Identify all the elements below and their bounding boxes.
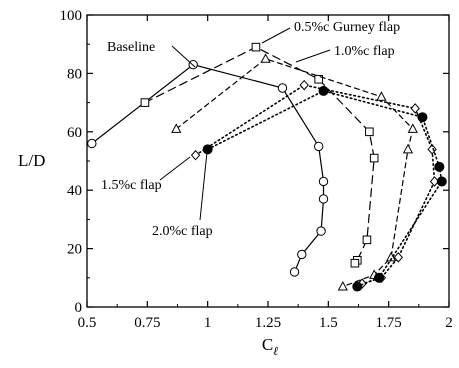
data-point <box>297 249 307 260</box>
data-point <box>313 141 324 152</box>
data-point <box>299 79 309 91</box>
y-tick-label: 0 <box>75 300 83 316</box>
annotation-label: 0.5%c Gurney flap <box>294 20 400 35</box>
data-point <box>289 267 300 277</box>
data-point <box>407 123 418 133</box>
data-point <box>316 226 326 236</box>
annotation-leader <box>159 156 191 181</box>
data-point <box>277 83 288 93</box>
annotation-label: 1.5%c flap <box>101 178 162 193</box>
annotation-label: 2.0%c flap <box>152 224 213 239</box>
data-point <box>260 53 271 63</box>
annotation-label: Baseline <box>107 40 155 55</box>
x-axis-title-main: C <box>262 335 273 354</box>
data-point <box>436 176 447 187</box>
data-point <box>362 235 372 245</box>
x-tick-label: 2 <box>445 315 453 331</box>
annotation-label: 1.0%c flap <box>334 44 395 59</box>
annotation-leader <box>261 27 291 44</box>
series-line <box>91 63 325 273</box>
series-3 <box>190 79 440 289</box>
annotation-leader <box>199 151 208 221</box>
data-point <box>350 258 360 268</box>
x-tick-label: 1.75 <box>376 315 402 331</box>
series-line <box>175 58 414 288</box>
data-point <box>140 98 150 107</box>
data-point <box>337 281 348 291</box>
data-point <box>365 127 374 137</box>
data-point <box>393 252 403 263</box>
data-point <box>352 281 363 292</box>
y-tick-label: 40 <box>67 183 82 199</box>
data-point <box>369 153 379 163</box>
x-tick-label: 0.5 <box>78 315 97 331</box>
data-point <box>188 59 198 70</box>
x-tick-label: 1.5 <box>319 315 338 331</box>
y-tick-label: 60 <box>67 125 82 141</box>
y-axis-title: L/D <box>18 151 45 170</box>
x-axis-title: Cℓ <box>262 335 278 358</box>
data-point <box>318 85 329 96</box>
data-point <box>434 161 445 172</box>
series-line <box>206 90 443 288</box>
data-point <box>318 194 329 204</box>
data-point <box>376 91 387 101</box>
series-4 <box>202 85 447 292</box>
data-point <box>202 144 213 155</box>
data-point <box>417 112 428 123</box>
series-2 <box>171 53 418 291</box>
data-point <box>251 42 261 52</box>
data-point <box>87 138 97 149</box>
data-point <box>427 144 437 155</box>
series-layer <box>87 42 447 292</box>
data-point <box>410 103 420 114</box>
y-tick-label: 20 <box>67 242 82 258</box>
data-point <box>171 123 182 133</box>
annotation-leader <box>171 45 196 68</box>
y-tick-label: 100 <box>60 8 83 24</box>
series-1 <box>140 42 379 268</box>
annotation-leader <box>295 49 331 63</box>
x-tick-label: 1 <box>204 315 212 331</box>
annotation-layer: Baseline 0.5%c Gurney flap 1.0%c flap 1.5%c… <box>101 20 400 239</box>
x-axis-title-subscript: ℓ <box>273 344 278 358</box>
x-tick-label: 0.75 <box>134 315 160 331</box>
data-point <box>314 74 323 84</box>
data-point <box>402 143 414 154</box>
x-tick-label: 1.25 <box>255 315 281 331</box>
data-point <box>318 176 329 187</box>
y-tick-label: 80 <box>67 66 82 82</box>
series-0 <box>87 59 329 277</box>
data-point <box>190 149 201 161</box>
data-point <box>374 272 385 283</box>
